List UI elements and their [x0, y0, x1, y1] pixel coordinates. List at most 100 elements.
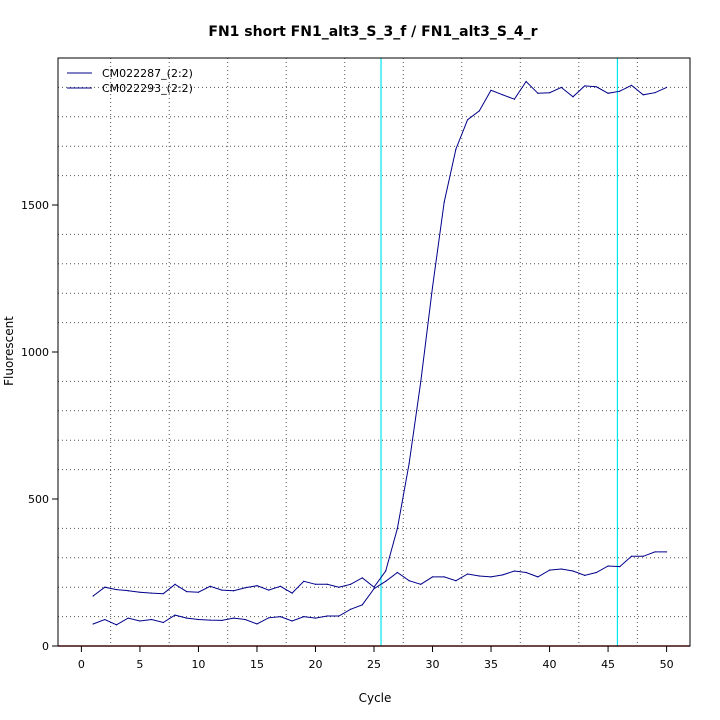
- data-point: [127, 617, 129, 619]
- data-point: [92, 623, 94, 625]
- data-point: [490, 89, 492, 91]
- data-point: [455, 580, 457, 582]
- data-point: [151, 592, 153, 594]
- data-point: [385, 580, 387, 582]
- data-point: [642, 94, 644, 96]
- data-point: [209, 619, 211, 621]
- data-point: [244, 587, 246, 589]
- data-point: [115, 624, 118, 626]
- x-tick-label: 45: [601, 658, 615, 671]
- data-point: [221, 619, 223, 622]
- y-axis-label: Fluorescent: [2, 316, 16, 386]
- y-tick-label: 1500: [21, 199, 49, 212]
- data-point: [373, 588, 375, 590]
- data-point: [104, 586, 106, 588]
- x-tick-label: 35: [484, 658, 498, 671]
- data-point: [139, 591, 141, 593]
- data-point: [291, 592, 293, 594]
- y-tick-label: 1000: [21, 346, 49, 359]
- data-point: [279, 616, 281, 618]
- data-point: [572, 96, 574, 98]
- data-point: [92, 595, 94, 597]
- data-point: [572, 570, 574, 572]
- data-point: [654, 551, 656, 553]
- data-point: [630, 84, 633, 86]
- x-tick-label: 15: [250, 658, 264, 671]
- data-point: [197, 591, 200, 593]
- data-point: [162, 593, 164, 595]
- y-tick-label: 500: [28, 493, 49, 506]
- data-point: [268, 589, 270, 591]
- data-point: [595, 571, 597, 574]
- data-point: [584, 574, 586, 577]
- data-point: [256, 623, 258, 625]
- x-tick-label: 5: [136, 658, 143, 671]
- data-point: [127, 590, 129, 592]
- data-point: [104, 618, 106, 621]
- x-tick-label: 30: [426, 658, 440, 671]
- data-point: [232, 590, 235, 592]
- data-point: [396, 571, 399, 574]
- data-point: [420, 380, 422, 382]
- chart-title: FN1 short FN1_alt3_S_3_f / FN1_alt3_S_4_…: [208, 24, 537, 40]
- data-point: [513, 570, 516, 572]
- data-point: [139, 620, 141, 622]
- data-point: [303, 580, 305, 582]
- data-point: [642, 555, 644, 557]
- data-point: [115, 588, 118, 591]
- data-point: [174, 614, 176, 616]
- data-point: [584, 85, 586, 87]
- data-point: [431, 286, 434, 288]
- data-point: [291, 620, 293, 622]
- data-point: [326, 583, 328, 585]
- data-point: [268, 617, 270, 619]
- data-point: [665, 86, 668, 88]
- legend-label: CM022287_(2:2): [102, 67, 193, 80]
- data-point: [303, 616, 305, 618]
- data-point: [408, 580, 410, 582]
- data-point: [595, 86, 597, 88]
- data-point: [478, 575, 480, 577]
- data-point: [326, 615, 328, 617]
- data-point: [525, 571, 527, 574]
- data-point: [314, 617, 317, 619]
- data-point: [385, 570, 387, 572]
- data-point: [537, 92, 539, 94]
- data-point: [209, 585, 211, 587]
- data-point: [373, 586, 375, 588]
- data-point: [431, 576, 434, 578]
- data-point: [443, 201, 445, 203]
- data-point: [186, 617, 188, 619]
- data-point: [162, 621, 164, 624]
- series-layer: [92, 80, 668, 626]
- y-tick-label: 0: [42, 640, 49, 653]
- data-point: [525, 80, 527, 83]
- series-line-2: [92, 551, 667, 626]
- data-point: [630, 555, 633, 557]
- series-line-1: [92, 80, 667, 597]
- data-point: [256, 585, 258, 587]
- data-point: [221, 589, 223, 591]
- data-point: [537, 576, 539, 578]
- data-point: [490, 576, 492, 578]
- data-point: [174, 583, 176, 585]
- x-tick-label: 50: [660, 658, 674, 671]
- data-point: [607, 92, 609, 94]
- data-point: [560, 568, 562, 570]
- x-tick-label: 40: [543, 658, 557, 671]
- data-point: [502, 574, 504, 576]
- data-point: [420, 583, 422, 585]
- data-point: [548, 569, 551, 571]
- data-point: [455, 148, 457, 150]
- data-point: [279, 585, 281, 587]
- data-point: [548, 92, 551, 94]
- data-point: [408, 463, 410, 465]
- x-tick-label: 25: [367, 658, 381, 671]
- data-point: [513, 98, 516, 100]
- data-point: [502, 94, 504, 96]
- data-point: [396, 527, 399, 530]
- data-point: [654, 92, 656, 94]
